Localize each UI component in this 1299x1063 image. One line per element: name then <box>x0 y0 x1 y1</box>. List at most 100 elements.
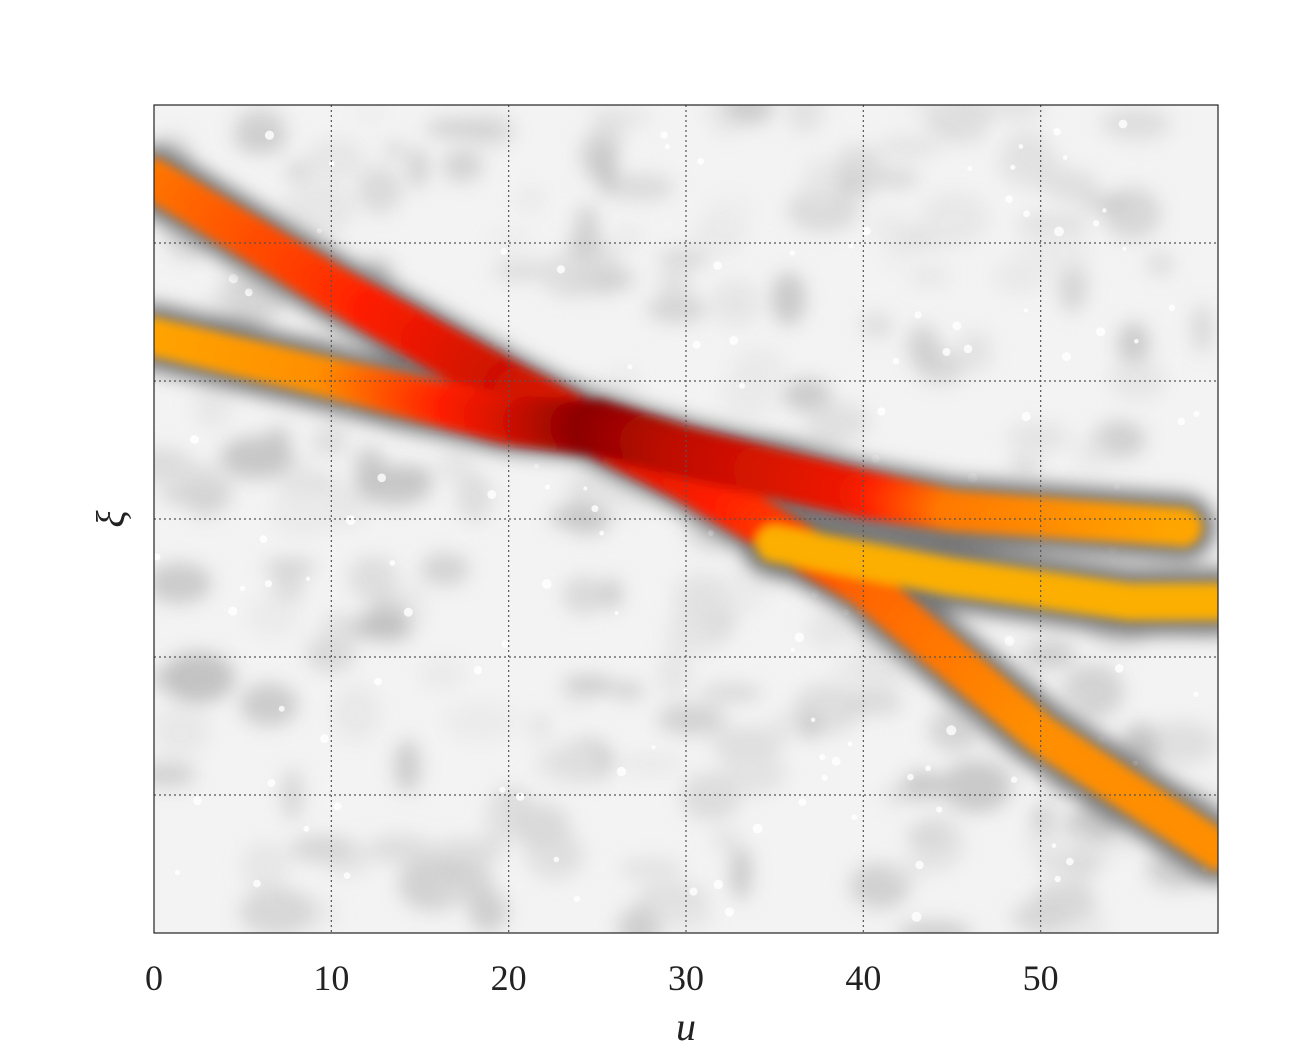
noise-blob <box>699 683 764 703</box>
noise-blob <box>154 762 197 788</box>
noise-speck <box>614 611 619 616</box>
noise-blob <box>419 657 465 690</box>
noise-speck <box>1114 484 1120 491</box>
noise-blob <box>285 161 312 182</box>
noise-blob <box>588 108 652 127</box>
noise-blob <box>797 711 823 740</box>
noise-speck <box>516 792 525 801</box>
ridge-layer <box>154 146 1218 884</box>
noise-speck <box>244 288 253 297</box>
noise-blob <box>466 115 514 146</box>
noise-blob <box>469 890 507 932</box>
noise-speck <box>1193 410 1200 418</box>
x-tick-label: 0 <box>145 958 163 998</box>
noise-speck <box>228 606 238 616</box>
noise-blob <box>619 858 685 880</box>
noise-speck <box>1010 776 1018 783</box>
noise-blob <box>712 826 741 853</box>
noise-speck <box>627 364 633 370</box>
noise-speck <box>1004 636 1015 646</box>
noise-speck <box>544 484 551 490</box>
noise-blob <box>608 366 641 409</box>
x-tick-label: 40 <box>845 958 881 998</box>
noise-speck <box>911 911 922 922</box>
noise-speck <box>1092 220 1100 227</box>
noise-speck <box>1018 144 1024 149</box>
noise-blob <box>484 795 514 846</box>
noise-blob <box>730 845 752 900</box>
noise-blob <box>192 386 232 429</box>
noise-speck <box>1005 195 1013 204</box>
noise-blob <box>1075 434 1110 471</box>
noise-blob <box>710 726 784 762</box>
noise-blob <box>312 425 348 457</box>
noise-speck <box>583 486 588 491</box>
noise-blob <box>525 828 584 880</box>
noise-blob <box>1057 258 1088 313</box>
noise-blob <box>654 897 712 932</box>
noise-speck <box>848 243 854 249</box>
noise-blob <box>602 577 623 610</box>
noise-speck <box>697 157 704 165</box>
noise-blob <box>487 229 534 252</box>
noise-speck <box>1062 352 1071 362</box>
noise-speck <box>1010 164 1016 170</box>
noise-speck <box>651 745 656 750</box>
noise-speck <box>713 261 722 270</box>
noise-speck <box>193 796 202 805</box>
noise-blob <box>618 225 640 251</box>
noise-blob <box>1146 252 1175 276</box>
noise-speck <box>591 505 599 513</box>
noise-speck <box>724 907 735 917</box>
noise-blob <box>1009 455 1042 475</box>
noise-blob <box>957 330 993 372</box>
noise-blob <box>1144 720 1218 766</box>
noise-blob <box>1006 422 1070 453</box>
noise-blob <box>998 138 1058 188</box>
noise-speck <box>683 688 688 693</box>
noise-speck <box>1134 338 1139 344</box>
noise-speck <box>1021 411 1031 422</box>
noise-speck <box>689 887 698 896</box>
noise-speck <box>228 273 239 284</box>
noise-blob <box>1011 901 1068 933</box>
noise-speck <box>154 553 161 561</box>
noise-speck <box>1054 226 1064 237</box>
noise-blob <box>402 577 425 630</box>
noise-blob <box>607 173 675 201</box>
noise-speck <box>752 823 763 834</box>
noise-blob <box>270 492 339 537</box>
noise-speck <box>1177 417 1186 426</box>
noise-blob <box>239 887 315 933</box>
noise-blob <box>394 739 421 793</box>
noise-speck <box>487 490 497 499</box>
noise-blob <box>1019 828 1090 858</box>
noise-speck <box>1193 691 1199 697</box>
noise-blob <box>647 295 708 323</box>
noise-speck <box>553 856 560 863</box>
noise-blob <box>220 436 293 479</box>
noise-blob <box>596 140 618 196</box>
noise-blob <box>271 572 305 604</box>
noise-blob <box>782 378 832 412</box>
noise-blob <box>718 752 787 795</box>
noise-speck <box>1096 327 1106 337</box>
noise-blob <box>233 108 287 152</box>
noise-blob <box>769 712 798 742</box>
noise-speck <box>374 677 382 686</box>
noise-blob <box>182 463 228 519</box>
noise-speck <box>389 560 396 566</box>
noise-blob <box>657 704 726 736</box>
noise-blob <box>539 251 605 299</box>
noise-speck <box>1051 843 1057 848</box>
noise-blob <box>437 450 475 483</box>
noise-speck <box>500 248 508 255</box>
noise-speck <box>534 463 540 469</box>
noise-speck <box>303 825 310 832</box>
noise-speck <box>377 473 387 483</box>
noise-blob <box>838 173 865 191</box>
noise-blob <box>1109 359 1166 400</box>
noise-speck <box>499 786 506 793</box>
noise-blob <box>959 121 986 145</box>
noise-speck <box>599 530 605 536</box>
